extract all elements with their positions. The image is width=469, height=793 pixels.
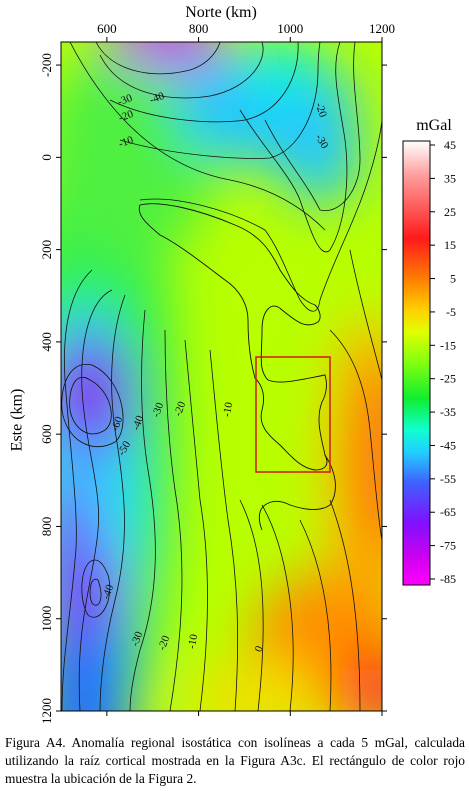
contour-label: -60	[109, 415, 125, 433]
colorbar-tick-label: -75	[440, 539, 456, 553]
colorbar-tick-label: 45	[444, 138, 456, 152]
colorbar-tick-label: -45	[440, 438, 456, 452]
colorbar-tick-label: -55	[440, 472, 456, 486]
colorbar-tick-label: 15	[444, 238, 456, 252]
y-axis-label-box: Este (km)	[2, 389, 30, 453]
contour-label: -10	[186, 633, 200, 650]
y-axis-label: Este (km)	[8, 388, 26, 452]
colorbar-tick-label: 25	[444, 205, 456, 219]
y-tick-label: 1000	[39, 606, 54, 632]
contour-label: -20	[172, 400, 188, 418]
x-tick-label: 1000	[277, 21, 303, 36]
contour-label: -30	[116, 92, 134, 108]
colorbar-tick-label: -15	[440, 338, 456, 352]
y-tick-label: 800	[39, 517, 54, 537]
y-tick-label: -200	[39, 53, 54, 77]
contour-label: -40	[130, 414, 146, 432]
x-tick-label: 600	[97, 21, 117, 36]
figure-caption: Figura A4. Anomalía regional isostática …	[5, 735, 465, 786]
y-tick-label: 1200	[39, 698, 54, 724]
x-tick-label: 1200	[369, 21, 395, 36]
contour-label: -30	[150, 401, 166, 419]
contour-label: -20	[313, 101, 329, 119]
x-axis-label: Norte (km)	[185, 4, 257, 21]
coastline	[138, 203, 336, 531]
contour-label: -40	[148, 90, 166, 106]
colorbar-tick-label: -5	[446, 305, 456, 319]
colorbar-tick-label: -35	[440, 405, 456, 419]
contour-label: -40	[100, 583, 116, 601]
colorbar-title: mGal	[416, 117, 452, 134]
y-tick-label: 0	[39, 154, 54, 161]
colorbar-tick-label: 5	[450, 272, 456, 286]
contour-label: -20	[156, 634, 172, 652]
plot-frame	[60, 41, 383, 712]
colorbar-tick-label: -65	[440, 505, 456, 519]
x-tick-label: 800	[189, 21, 209, 36]
contour-label: -20	[117, 108, 135, 124]
contour-lines	[61, 42, 382, 711]
colorbar	[402, 140, 431, 586]
anomaly-color-field	[61, 42, 382, 711]
colorbar-tick-label: -25	[440, 372, 456, 386]
contour-label: 0	[253, 644, 266, 654]
y-tick-label: 600	[39, 424, 54, 444]
contour-label: -10	[117, 134, 135, 150]
contour-label: -10	[221, 401, 235, 418]
y-tick-label: 400	[39, 332, 54, 352]
y-tick-label: 200	[39, 240, 54, 260]
contour-label: -30	[129, 630, 145, 648]
study-area-rectangle	[255, 356, 331, 473]
colorbar-tick-label: 35	[444, 171, 456, 185]
colorbar-tick-label: -85	[440, 572, 456, 586]
